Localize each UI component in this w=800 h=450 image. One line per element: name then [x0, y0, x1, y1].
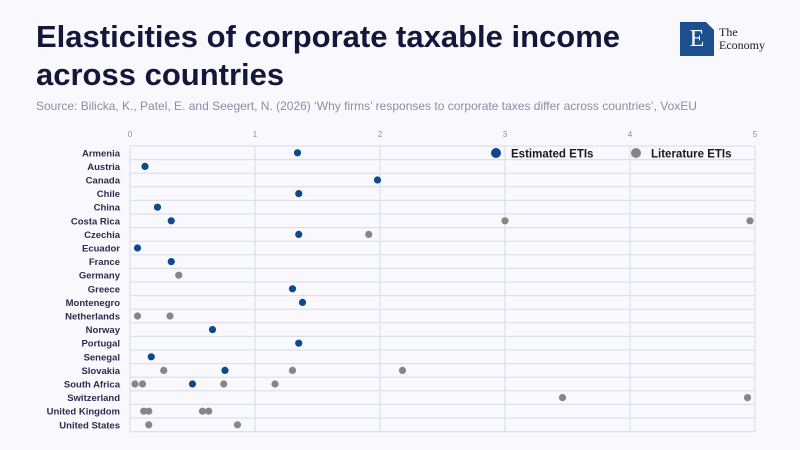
x-tick-label: 3: [503, 130, 508, 139]
category-label: Costa Rica: [71, 216, 121, 227]
category-label: Ecuador: [82, 244, 120, 255]
literature-eti-point: [746, 217, 754, 225]
estimated-eti-point: [288, 285, 297, 293]
x-tick-label: 5: [753, 130, 758, 139]
estimated-eti-point: [167, 217, 175, 225]
literature-eti-point: [133, 312, 142, 320]
estimated-eti-point: [221, 366, 229, 374]
legend-literature-label: Literature ETIs: [651, 149, 732, 161]
estimated-eti-point: [153, 203, 162, 211]
category-label: Germany: [79, 271, 121, 282]
literature-eti-point: [166, 312, 174, 320]
literature-eti-point: [160, 366, 168, 374]
literature-eti-point: [501, 217, 509, 225]
category-label: France: [89, 257, 120, 268]
literature-eti-point: [743, 394, 752, 402]
estimated-eti-point: [295, 230, 303, 238]
literature-eti-point: [271, 380, 279, 388]
estimated-eti-point: [373, 176, 382, 184]
x-tick-label: 1: [253, 130, 258, 139]
estimated-eti-point: [167, 258, 175, 266]
estimated-eti-point: [141, 162, 149, 170]
x-tick-label: 4: [628, 130, 633, 139]
literature-eti-point: [131, 380, 139, 388]
category-label: Montenegro: [66, 298, 121, 309]
literature-eti-point: [145, 421, 153, 429]
x-tick-label: 2: [378, 130, 383, 139]
category-label: Austria: [87, 162, 120, 173]
literature-eti-point: [205, 407, 213, 415]
category-label: Netherlands: [65, 312, 120, 323]
legend-literature-marker: [631, 148, 641, 158]
literature-eti-point: [145, 407, 153, 415]
category-label: United States: [59, 420, 120, 431]
literature-eti-point: [140, 407, 148, 415]
category-label: Senegal: [84, 352, 120, 363]
estimated-eti-point: [133, 244, 142, 252]
category-label: Portugal: [81, 339, 120, 350]
literature-eti-point: [220, 380, 228, 388]
category-label: Armenia: [82, 148, 121, 159]
category-label: Chile: [97, 189, 120, 200]
literature-eti-point: [288, 366, 297, 374]
category-label: China: [94, 203, 121, 214]
category-label: Slovakia: [81, 366, 120, 377]
estimated-eti-point: [295, 339, 303, 347]
logo-line1: The: [719, 25, 738, 39]
literature-eti-point: [233, 421, 242, 429]
category-label: Canada: [86, 176, 121, 187]
literature-eti-point: [558, 394, 567, 402]
legend-estimated-marker: [491, 148, 501, 158]
estimated-eti-point: [293, 149, 302, 157]
category-label: Greece: [88, 284, 120, 295]
estimated-eti-point: [295, 190, 303, 198]
category-label: South Africa: [64, 380, 121, 391]
legend-estimated-label: Estimated ETIs: [511, 149, 593, 161]
category-label: Switzerland: [67, 393, 120, 404]
category-label: Norway: [86, 325, 121, 336]
literature-eti-point: [365, 230, 373, 238]
estimated-eti-point: [188, 380, 197, 388]
the-economy-logo: E The Economy: [680, 22, 765, 56]
estimated-eti-point: [208, 326, 217, 334]
category-label: United Kingdom: [47, 407, 120, 418]
logo-mark: E: [680, 22, 714, 56]
literature-eti-point: [398, 366, 407, 374]
estimated-eti-point: [147, 353, 155, 361]
estimated-eti-point: [298, 298, 307, 306]
literature-eti-point: [175, 271, 183, 279]
category-label: Czechia: [84, 230, 121, 241]
logo-line2: Economy: [719, 38, 765, 52]
source-note: Source: Bilicka, K., Patel, E. and Seege…: [36, 99, 697, 113]
page-title: Elasticities of corporate taxable income…: [36, 19, 621, 92]
x-tick-label: 0: [128, 130, 133, 139]
literature-eti-point: [138, 380, 147, 388]
literature-eti-point: [198, 407, 207, 415]
